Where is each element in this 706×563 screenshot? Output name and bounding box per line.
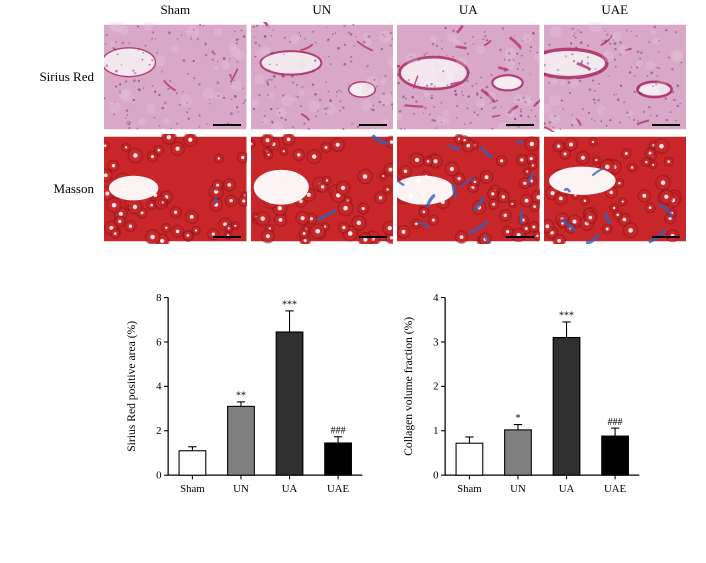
col-label-sham: Sham: [104, 2, 247, 20]
scale-bar: [359, 124, 387, 126]
svg-text:4: 4: [156, 381, 162, 393]
histology-grid: Sham UN UA UAE Sirius Red Masson: [20, 2, 686, 244]
col-label-un: UN: [251, 2, 394, 20]
histo-sirius-un: [251, 22, 394, 132]
svg-text:UAE: UAE: [604, 483, 627, 495]
scale-bar: [506, 124, 534, 126]
svg-text:4: 4: [433, 292, 439, 304]
svg-text:8: 8: [156, 292, 161, 304]
svg-text:Collagen volume fraction (%): Collagen volume fraction (%): [402, 317, 415, 456]
histo-masson-uae: [544, 134, 687, 244]
charts: 0 2 4 6 8 Sirius Red positive area (%) Sham ** U…: [120, 258, 646, 528]
svg-text:Sham: Sham: [180, 483, 205, 495]
svg-text:Sirius Red positive area (%): Sirius Red positive area (%): [125, 321, 138, 452]
svg-text:0: 0: [433, 469, 438, 481]
scale-bar: [213, 124, 241, 126]
chart-sirius: 0 2 4 6 8 Sirius Red positive area (%) Sham ** U…: [120, 258, 369, 528]
svg-text:UA: UA: [559, 483, 575, 495]
svg-text:**: **: [236, 391, 246, 402]
svg-text:UN: UN: [510, 483, 526, 495]
svg-text:###: ###: [331, 425, 346, 436]
col-label-uae: UAE: [544, 2, 687, 20]
scale-bar: [359, 236, 387, 238]
svg-text:***: ***: [282, 300, 297, 311]
svg-text:*: *: [515, 413, 520, 424]
row-label-sirius: Sirius Red: [20, 22, 100, 132]
figure: Sham UN UA UAE Sirius Red Masson 0 2 4 6 8 Si…: [0, 2, 706, 528]
scale-bar: [652, 124, 680, 126]
svg-text:6: 6: [156, 336, 162, 348]
svg-text:UAE: UAE: [327, 483, 350, 495]
row-label-masson: Masson: [20, 134, 100, 244]
svg-text:2: 2: [433, 381, 438, 393]
scale-bar: [506, 236, 534, 238]
histo-sirius-sham: [104, 22, 247, 132]
svg-text:3: 3: [433, 336, 438, 348]
col-label-ua: UA: [397, 2, 540, 20]
histo-masson-sham: [104, 134, 247, 244]
scale-bar: [652, 236, 680, 238]
svg-text:***: ***: [559, 311, 574, 322]
svg-text:0: 0: [156, 469, 161, 481]
scale-bar: [213, 236, 241, 238]
chart-masson: 0 1 2 3 4 Collagen volume fraction (%) Sham * UN…: [397, 258, 646, 528]
svg-text:UN: UN: [233, 483, 249, 495]
svg-text:UA: UA: [282, 483, 298, 495]
svg-text:Sham: Sham: [457, 483, 482, 495]
histo-masson-un: [251, 134, 394, 244]
histo-masson-ua: [397, 134, 540, 244]
histo-sirius-uae: [544, 22, 687, 132]
svg-text:###: ###: [608, 417, 623, 428]
svg-text:1: 1: [433, 425, 438, 437]
histo-sirius-ua: [397, 22, 540, 132]
svg-text:2: 2: [156, 425, 161, 437]
